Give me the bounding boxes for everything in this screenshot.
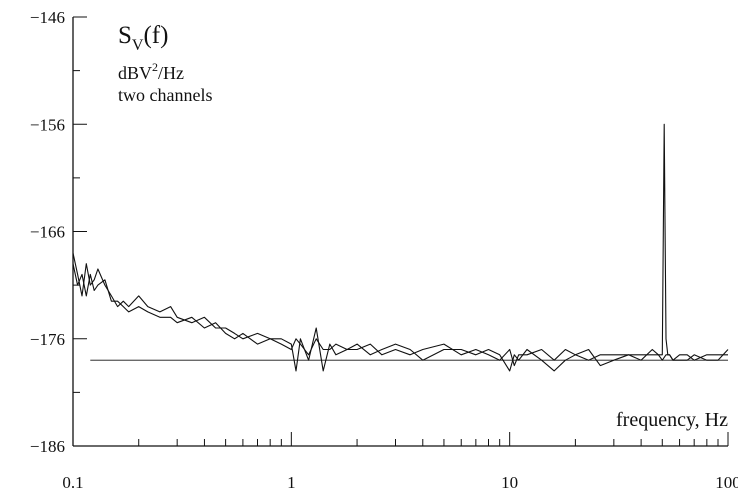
y-tick-label: −156 [30, 115, 65, 134]
x-tick-label: 1 [287, 473, 296, 492]
chart-title-tail: (f) [143, 22, 168, 49]
labels-group: −146 −156 −166 −176 −186 0.1 1 10 100 [30, 8, 738, 492]
channels-annotation: two channels [118, 85, 212, 105]
x-axis-label: frequency, Hz [616, 409, 728, 431]
y-tick-label: −176 [30, 330, 65, 349]
annotations-group: SV(f) dBV2/Hz two channels frequency, Hz [118, 22, 728, 431]
x-tick-label: 0.1 [62, 473, 83, 492]
series-2-line [72, 263, 729, 372]
x-tick-label: 10 [501, 473, 518, 492]
traces-group [72, 123, 729, 372]
y-tick-label: −146 [30, 8, 65, 27]
series-1-line [72, 123, 728, 367]
y-tick-label: −186 [30, 437, 65, 456]
unit-label-pre: dBV [118, 63, 152, 83]
chart-title-main: S [118, 22, 132, 49]
x-tick-label: 100 [715, 473, 738, 492]
unit-label-sup: 2 [152, 60, 158, 74]
axes-group [72, 16, 729, 447]
chart-title-sub: V [132, 37, 144, 54]
y-tick-label: −166 [30, 223, 65, 242]
unit-label: dBV2/Hz [118, 60, 184, 83]
unit-label-post: /Hz [158, 63, 184, 83]
chart-title: SV(f) [118, 22, 168, 54]
